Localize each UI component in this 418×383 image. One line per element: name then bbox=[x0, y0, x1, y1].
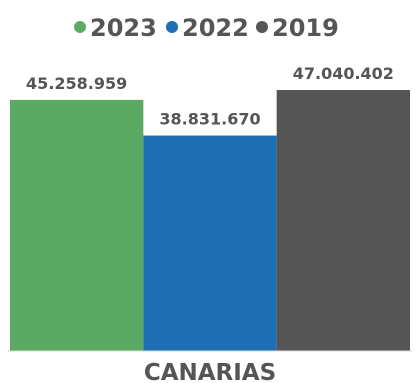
chart-legend: 2023 2022 2019 bbox=[74, 14, 339, 42]
legend-label-2019: 2019 bbox=[272, 14, 339, 42]
data-label-2023: 45.258.959 bbox=[26, 74, 127, 93]
bar-group bbox=[10, 90, 410, 351]
bar-2022 bbox=[143, 135, 277, 351]
data-label-2019: 47.040.402 bbox=[293, 64, 394, 83]
legend-marker-2023 bbox=[74, 21, 86, 33]
bar-2023 bbox=[10, 99, 144, 351]
data-label-2022: 38.831.670 bbox=[159, 110, 260, 129]
legend-label-2023: 2023 bbox=[90, 14, 157, 42]
legend-marker-2019 bbox=[256, 21, 268, 33]
x-tick-label: CANARIAS bbox=[144, 360, 276, 383]
data-label-group: 45.258.959 38.831.670 47.040.402 bbox=[26, 64, 394, 129]
bar-2019 bbox=[276, 90, 410, 351]
legend-marker-2022 bbox=[166, 21, 178, 33]
legend-label-2022: 2022 bbox=[182, 14, 249, 42]
